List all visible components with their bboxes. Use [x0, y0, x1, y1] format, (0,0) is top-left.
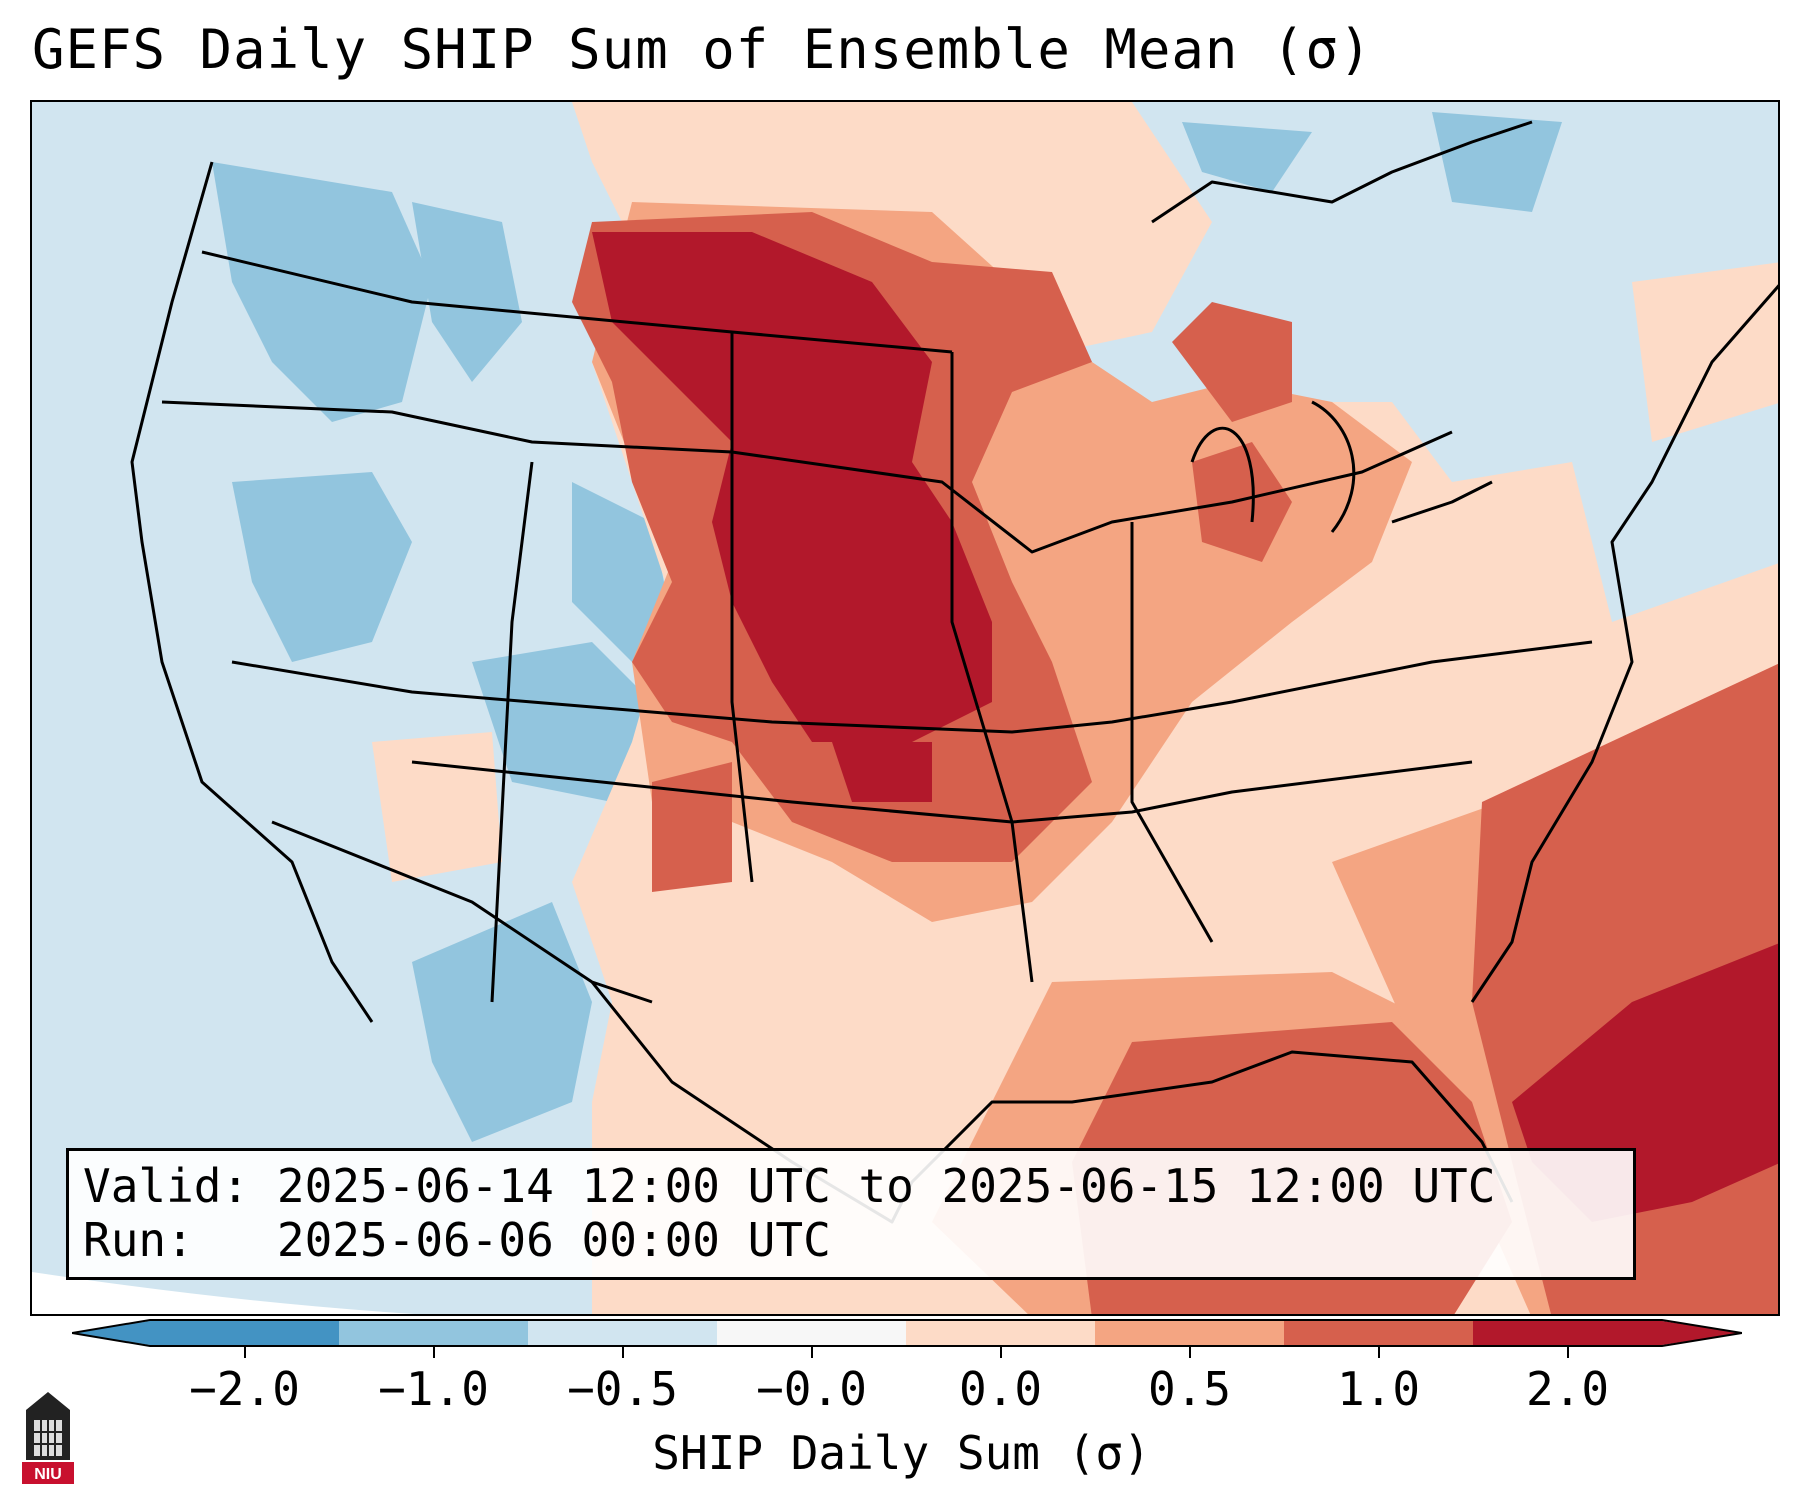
boundary-lines: [130, 120, 1778, 1224]
run-value: 2025-06-06 00:00 UTC: [276, 1213, 831, 1267]
colorbar-segments: [150, 1320, 1663, 1346]
colorbar-segment: [906, 1320, 1096, 1346]
colorbar-tick-label: −2.0: [189, 1362, 300, 1416]
colorbar-segment: [1095, 1320, 1285, 1346]
map-edge-mask: [32, 1272, 415, 1314]
ship-map: [32, 102, 1778, 1314]
colorbar-tick-mark: [432, 1346, 435, 1358]
valid-value: 2025-06-14 12:00 UTC to 2025-06-15 12:00…: [276, 1159, 1496, 1213]
colorbar-outline: [72, 1319, 1742, 1347]
colorbar-tick-mark: [243, 1346, 246, 1358]
valid-label: Valid:: [83, 1159, 250, 1213]
colorbar-tick-label: −0.5: [567, 1362, 678, 1416]
colorbar-segment: [1473, 1320, 1663, 1346]
colorbar-segment: [528, 1320, 718, 1346]
colorbar-tick-label: 1.0: [1336, 1362, 1421, 1416]
colorbar-tick-label: 0.0: [958, 1362, 1043, 1416]
colorbar-label: SHIP Daily Sum (σ): [652, 1426, 1151, 1480]
niu-logo-icon: NIU: [22, 1392, 74, 1484]
colorbar-extend-low: [72, 1321, 150, 1345]
colorbar: [72, 1319, 1742, 1347]
colorbar-tick-label: −1.0: [378, 1362, 489, 1416]
valid-run-info-box: Valid: 2025-06-14 12:00 UTC to 2025-06-1…: [66, 1148, 1636, 1280]
colorbar-segment: [339, 1320, 529, 1346]
colorbar-segment: [150, 1320, 340, 1346]
run-label: Run:: [83, 1213, 194, 1267]
colorbar-tick-mark: [1188, 1346, 1191, 1358]
colorbar-segment: [717, 1320, 907, 1346]
colorbar-tick-mark: [1566, 1346, 1569, 1358]
northern-plains-max-region: [592, 232, 992, 802]
logo-text: NIU: [34, 1466, 62, 1483]
colorbar-tick-label: −0.0: [756, 1362, 867, 1416]
colorbar-tick-mark: [1377, 1346, 1380, 1358]
map-panel: [30, 100, 1780, 1316]
colorbar-tick-label: 0.5: [1147, 1362, 1232, 1416]
chart-title: GEFS Daily SHIP Sum of Ensemble Mean (σ): [32, 18, 1373, 81]
colorbar-tick-mark: [810, 1346, 813, 1358]
colorbar-tick-mark: [999, 1346, 1002, 1358]
colorbar-tick-label: 2.0: [1525, 1362, 1610, 1416]
colorbar-extend-high: [1662, 1321, 1742, 1345]
colorbar-segment: [1284, 1320, 1474, 1346]
colorbar-tick-mark: [621, 1346, 624, 1358]
